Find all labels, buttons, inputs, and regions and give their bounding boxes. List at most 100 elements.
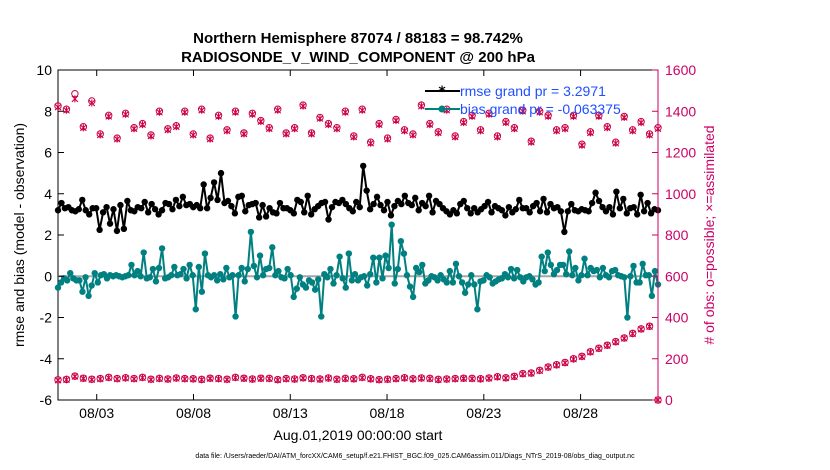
bias-point xyxy=(259,272,267,279)
x-tick-label: 08/28 xyxy=(563,405,598,421)
x-tick-label: 08/03 xyxy=(79,405,114,421)
rmse-point xyxy=(176,202,183,210)
obs-assimilated-marker xyxy=(570,112,577,120)
rmse-point xyxy=(117,201,124,209)
obs-assimilated-marker xyxy=(308,375,315,383)
bias-point xyxy=(452,260,460,268)
bias-point xyxy=(158,245,166,252)
bias-point xyxy=(529,276,536,283)
rmse-point xyxy=(429,209,436,216)
rmse-point xyxy=(58,199,65,207)
rmse-point xyxy=(488,209,495,216)
obs-assimilated-marker xyxy=(189,131,197,139)
rmse-point xyxy=(620,195,627,203)
right-tick-label: 1000 xyxy=(665,186,696,202)
bias-point xyxy=(403,272,411,279)
bias-point xyxy=(210,272,218,279)
bias-point xyxy=(391,280,398,287)
obs-assimilated-marker xyxy=(63,106,70,114)
rmse-point xyxy=(609,211,617,218)
rmse-point xyxy=(210,179,218,186)
rmse-point xyxy=(113,227,121,235)
bias-point xyxy=(293,285,300,292)
rmse-line xyxy=(57,164,659,233)
bias-point xyxy=(146,274,154,281)
rmse-point xyxy=(290,210,298,217)
bias-point xyxy=(177,270,184,278)
obs-assimilated-marker xyxy=(375,121,383,129)
right-tick-label: 1400 xyxy=(665,103,696,119)
bias-point xyxy=(504,274,512,281)
obs-assimilated-marker xyxy=(384,376,391,384)
obs-assimilated-marker xyxy=(265,125,273,133)
rmse-point xyxy=(169,206,176,213)
rmse-point xyxy=(54,207,62,214)
rmse-point xyxy=(387,212,395,219)
obs-assimilated-marker xyxy=(257,375,265,383)
rmse-point xyxy=(106,220,114,227)
x-tick-label: 08/13 xyxy=(273,405,308,421)
rmse-point xyxy=(144,209,152,216)
bias-point xyxy=(256,252,264,259)
bias-point xyxy=(624,314,631,321)
obs-assimilated-marker xyxy=(215,112,222,120)
bias-point xyxy=(630,262,637,270)
obs-assimilated-marker xyxy=(291,375,299,383)
obs-assimilated-marker xyxy=(637,119,645,127)
bias-point xyxy=(461,289,469,296)
bias-point xyxy=(572,264,579,272)
bias-point xyxy=(360,273,368,280)
bias-point xyxy=(566,248,573,255)
rmse-point xyxy=(207,194,214,202)
rmse-point xyxy=(120,225,128,233)
bias-point xyxy=(593,266,600,274)
rmse-point xyxy=(353,198,360,206)
rmse-point xyxy=(557,208,565,215)
rmse-point xyxy=(512,206,520,213)
rmse-point xyxy=(231,210,239,217)
rmse-point xyxy=(138,204,145,212)
right-tick-label: 800 xyxy=(665,227,689,243)
bias-series xyxy=(54,221,662,321)
chart-title: Northern Hemisphere 87074 / 88183 = 98.7… xyxy=(193,30,523,47)
bias-point xyxy=(302,284,310,291)
rmse-point xyxy=(110,206,117,213)
bias-point xyxy=(471,281,478,288)
bias-point xyxy=(458,279,466,286)
bias-point xyxy=(336,253,343,260)
obs-assimilated-marker xyxy=(113,135,121,143)
bias-point xyxy=(480,277,487,284)
rmse-point xyxy=(325,216,332,223)
obs-assimilated-marker xyxy=(164,126,172,134)
bias-point xyxy=(648,292,656,300)
rmse-point xyxy=(179,193,187,201)
obs-assimilated-marker xyxy=(147,132,155,140)
bias-point xyxy=(339,275,346,282)
obs-assimilated-marker xyxy=(578,353,586,361)
bias-point xyxy=(137,273,144,280)
obs-assimilated-marker xyxy=(587,129,594,137)
bias-point xyxy=(513,266,521,274)
bias-point xyxy=(94,279,101,286)
obs-assimilated-marker xyxy=(172,123,180,131)
rmse-point xyxy=(502,212,509,219)
rmse-point xyxy=(363,187,370,194)
rmse-point xyxy=(377,201,384,209)
obs-assimilated-marker xyxy=(122,110,129,118)
obs-assimilated-marker xyxy=(248,375,256,383)
obs-assimilated-marker xyxy=(536,367,544,375)
obs-assimilated-marker xyxy=(367,139,375,147)
rmse-point xyxy=(401,192,409,200)
obs-assimilated-marker xyxy=(544,363,552,371)
right-axis: 0 200 400 600 800 1000 1200 1400 1600 xyxy=(652,62,696,408)
obs-assimilated-marker xyxy=(443,375,451,383)
obs-assimilated-marker xyxy=(232,108,239,116)
rmse-point xyxy=(92,204,100,212)
obs-assimilated-marker xyxy=(620,334,628,342)
left-tick-label: -4 xyxy=(40,351,53,367)
y-axis-label-left: rmse and bias (model - observation) xyxy=(11,123,27,347)
rmse-point xyxy=(75,206,83,213)
bias-point xyxy=(79,288,86,295)
rmse-point xyxy=(505,203,513,211)
bias-point xyxy=(599,264,607,272)
